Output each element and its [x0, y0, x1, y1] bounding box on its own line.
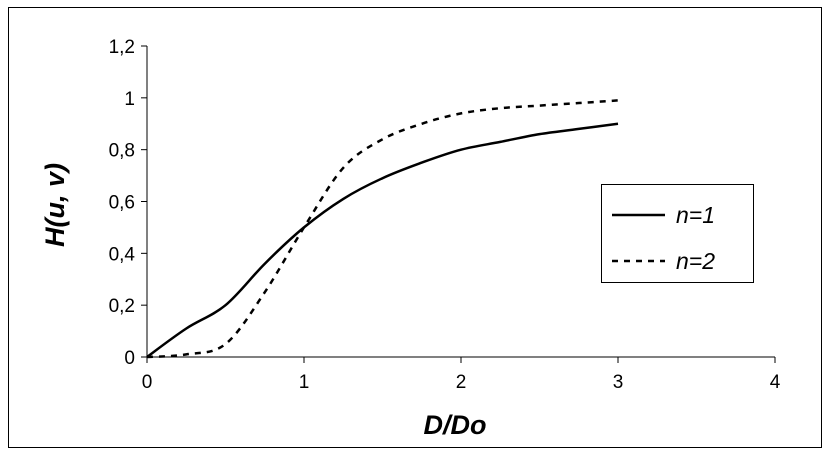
y-tick-label: 1,2 — [109, 37, 135, 58]
series-lines — [146, 99, 619, 359]
y-tick-label: 0 — [124, 348, 135, 369]
series-line-n2 — [146, 99, 619, 359]
y-axis-title: H(u, v) — [40, 163, 70, 247]
x-tick-label: 4 — [770, 372, 781, 393]
series-line-n1 — [146, 122, 619, 359]
y-tick-label: 0,6 — [109, 193, 135, 214]
legend: n=1 n=2 — [601, 184, 754, 283]
y-tick-label: 0,4 — [109, 244, 136, 265]
y-tick-label: 0,2 — [109, 296, 135, 317]
legend-label-n1: n=1 — [676, 202, 715, 228]
y-axis-ticks: 0 0,2 0,4 0,6 0,8 1 1,2 — [109, 37, 147, 369]
x-axis-title: D/Do — [424, 410, 487, 440]
x-tick-label: 1 — [299, 372, 310, 393]
legend-label-n2: n=2 — [676, 248, 715, 274]
legend-box — [601, 184, 754, 283]
y-tick-label: 0,8 — [109, 141, 135, 162]
x-axis-ticks: 0 1 2 3 4 — [142, 357, 781, 393]
y-tick-label: 1 — [124, 89, 135, 110]
x-tick-label: 3 — [613, 372, 624, 393]
x-tick-label: 2 — [456, 372, 467, 393]
x-tick-label: 0 — [142, 372, 153, 393]
